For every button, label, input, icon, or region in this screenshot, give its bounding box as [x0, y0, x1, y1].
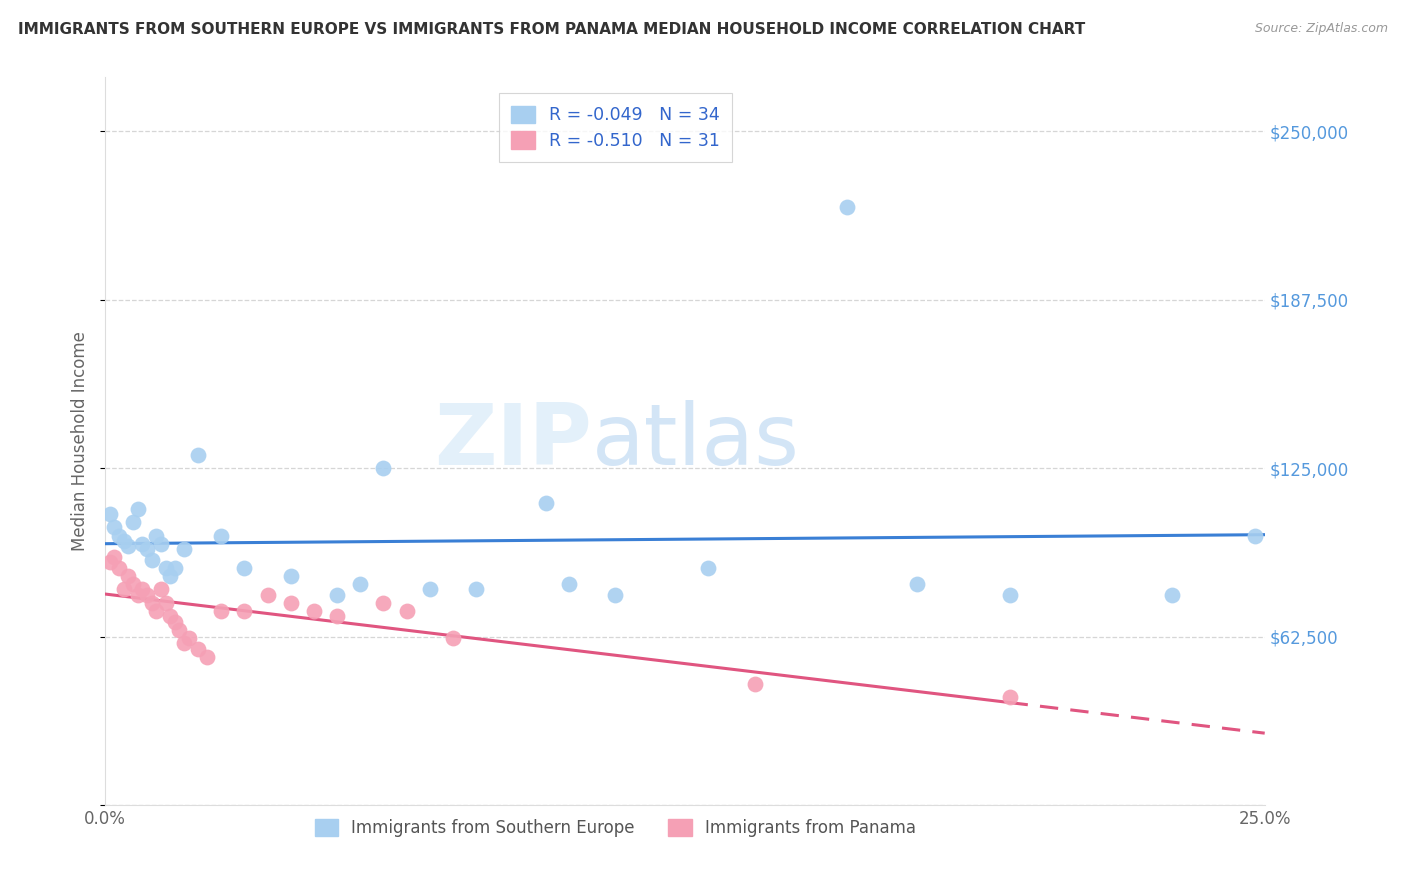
Point — [280, 569, 302, 583]
Point — [349, 577, 371, 591]
Text: atlas: atlas — [592, 400, 800, 483]
Point — [163, 561, 186, 575]
Point — [163, 615, 186, 629]
Point — [302, 604, 325, 618]
Point — [136, 541, 159, 556]
Point — [326, 588, 349, 602]
Point — [131, 582, 153, 597]
Point — [209, 528, 232, 542]
Point — [697, 561, 720, 575]
Point — [159, 609, 181, 624]
Point — [373, 461, 395, 475]
Point — [998, 690, 1021, 705]
Point — [173, 541, 195, 556]
Point — [136, 588, 159, 602]
Point — [117, 539, 139, 553]
Legend: Immigrants from Southern Europe, Immigrants from Panama: Immigrants from Southern Europe, Immigra… — [308, 813, 922, 844]
Point — [187, 448, 209, 462]
Point — [112, 533, 135, 548]
Point — [558, 577, 581, 591]
Point — [149, 536, 172, 550]
Point — [187, 641, 209, 656]
Point — [98, 507, 121, 521]
Point — [103, 550, 125, 565]
Point — [441, 631, 464, 645]
Point — [534, 496, 557, 510]
Point — [465, 582, 488, 597]
Text: IMMIGRANTS FROM SOUTHERN EUROPE VS IMMIGRANTS FROM PANAMA MEDIAN HOUSEHOLD INCOM: IMMIGRANTS FROM SOUTHERN EUROPE VS IMMIG… — [18, 22, 1085, 37]
Point — [233, 561, 256, 575]
Point — [145, 528, 167, 542]
Point — [98, 556, 121, 570]
Point — [280, 596, 302, 610]
Point — [127, 501, 149, 516]
Point — [155, 596, 177, 610]
Point — [103, 520, 125, 534]
Point — [108, 528, 131, 542]
Point — [169, 623, 191, 637]
Point — [177, 631, 200, 645]
Point — [117, 569, 139, 583]
Point — [209, 604, 232, 618]
Point — [155, 561, 177, 575]
Y-axis label: Median Household Income: Median Household Income — [72, 331, 89, 551]
Text: ZIP: ZIP — [434, 400, 592, 483]
Point — [131, 536, 153, 550]
Point — [837, 200, 859, 214]
Point — [141, 596, 163, 610]
Point — [1244, 528, 1267, 542]
Point — [905, 577, 928, 591]
Point — [373, 596, 395, 610]
Point — [159, 569, 181, 583]
Point — [112, 582, 135, 597]
Point — [173, 636, 195, 650]
Point — [195, 649, 218, 664]
Point — [145, 604, 167, 618]
Point — [605, 588, 627, 602]
Point — [141, 553, 163, 567]
Point — [744, 677, 766, 691]
Point — [233, 604, 256, 618]
Point — [149, 582, 172, 597]
Point — [127, 588, 149, 602]
Point — [419, 582, 441, 597]
Point — [256, 588, 278, 602]
Point — [1161, 588, 1184, 602]
Point — [122, 515, 145, 529]
Point — [998, 588, 1021, 602]
Point — [395, 604, 418, 618]
Point — [326, 609, 349, 624]
Point — [122, 577, 145, 591]
Point — [108, 561, 131, 575]
Text: Source: ZipAtlas.com: Source: ZipAtlas.com — [1254, 22, 1388, 36]
